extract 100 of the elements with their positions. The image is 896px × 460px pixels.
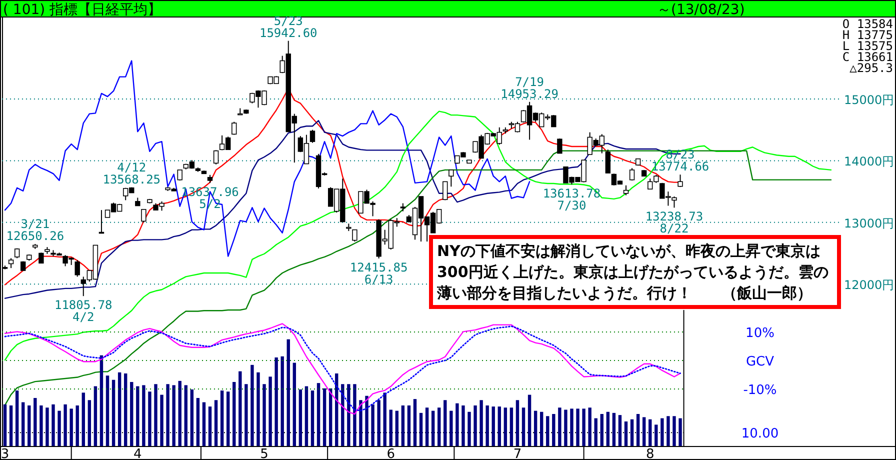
annotation: 4/12 13568.25	[102, 160, 161, 186]
bar	[552, 414, 556, 446]
bar	[444, 400, 447, 446]
bar	[510, 408, 514, 446]
bar	[46, 408, 49, 446]
chart-subtitle: ～(13/08/23)	[657, 2, 745, 18]
bar	[136, 386, 140, 446]
bar	[564, 410, 568, 446]
bar	[371, 404, 374, 446]
annotation: 11805.78 4/2	[54, 298, 112, 324]
bar	[636, 414, 640, 446]
bar	[208, 406, 212, 446]
annotation: 10.00	[741, 426, 779, 442]
annotation: 7/19 14953.29	[500, 74, 558, 101]
candlestick	[141, 208, 146, 223]
x-tick-label: 7	[513, 447, 522, 460]
y-tick-label: 15000円	[844, 93, 894, 107]
bar	[516, 400, 520, 446]
bar	[438, 408, 441, 446]
candlestick	[678, 174, 683, 188]
bar	[304, 386, 308, 446]
bar	[630, 419, 634, 446]
bar	[401, 405, 405, 446]
text: O 13584 H 13775 L 13575 C 13661 △295.3	[842, 17, 893, 75]
x-tick-label: 8	[646, 447, 654, 460]
bar	[322, 388, 326, 446]
bar	[353, 384, 356, 446]
x-tick-label: 4	[134, 447, 142, 460]
bar	[262, 384, 266, 446]
bar	[654, 424, 658, 446]
candlestick	[74, 260, 80, 278]
bar	[377, 400, 380, 446]
bar	[64, 404, 67, 446]
bar	[154, 384, 158, 446]
bar	[15, 390, 19, 446]
candlestick	[232, 121, 237, 136]
bar	[419, 412, 423, 446]
bar	[486, 405, 489, 446]
bar	[534, 410, 538, 446]
candlestick	[38, 252, 44, 264]
bar	[172, 385, 176, 446]
bar	[298, 389, 302, 446]
bar	[82, 392, 85, 446]
bar	[76, 405, 79, 446]
bar	[600, 414, 604, 446]
bar	[196, 398, 200, 446]
annotation: 13238.73 8/22	[645, 210, 704, 236]
bar	[178, 380, 182, 446]
bar	[413, 399, 417, 446]
bar	[468, 412, 471, 446]
annotation: NYの下値不安は解消していないが、昨夜の上昇で東京は300円近く上げた。東京は上げたがっているようだ。雲の薄い部分を目指したいようだ。行け！ （飯山一郎）	[436, 242, 828, 302]
annotation: 5/23 15942.60	[259, 14, 318, 40]
bar	[672, 416, 676, 446]
bar	[310, 390, 314, 446]
bar	[292, 362, 296, 446]
candlestick	[310, 129, 316, 144]
bar	[118, 372, 122, 446]
bar	[52, 404, 55, 446]
bar	[365, 396, 368, 446]
bar	[190, 389, 194, 446]
y-tick-label: 14000円	[844, 154, 894, 169]
bar	[504, 408, 508, 446]
candlestick	[442, 181, 448, 201]
bar	[130, 382, 134, 446]
bar	[407, 405, 411, 446]
bar	[425, 408, 429, 446]
candlestick	[213, 150, 219, 165]
bar	[202, 402, 206, 446]
annotation: 12415.85 6/13	[350, 260, 408, 286]
bar	[142, 385, 146, 446]
bar	[106, 376, 110, 446]
bar	[347, 384, 350, 446]
bar	[594, 418, 598, 446]
bar	[528, 394, 532, 446]
bar	[58, 410, 61, 446]
bar	[220, 390, 224, 446]
y-tick-label: 10%	[746, 326, 774, 341]
bar	[34, 398, 37, 446]
bar	[226, 392, 230, 446]
bar	[112, 380, 116, 446]
candlestick	[629, 168, 635, 181]
bar	[160, 394, 164, 446]
bar	[214, 400, 218, 446]
bar	[359, 400, 362, 446]
bar	[582, 408, 586, 446]
bar	[612, 412, 616, 446]
bar	[94, 386, 98, 446]
bar	[624, 421, 628, 446]
bar	[256, 372, 260, 446]
bar	[540, 412, 544, 446]
bar	[522, 408, 526, 446]
bar	[431, 410, 435, 446]
y-tick-label: 12000円	[844, 278, 894, 292]
bar	[148, 392, 152, 446]
bar	[462, 405, 465, 446]
bar	[389, 410, 392, 446]
bar	[660, 418, 664, 446]
bar	[642, 417, 646, 446]
bar	[166, 384, 170, 446]
bar	[678, 418, 682, 446]
